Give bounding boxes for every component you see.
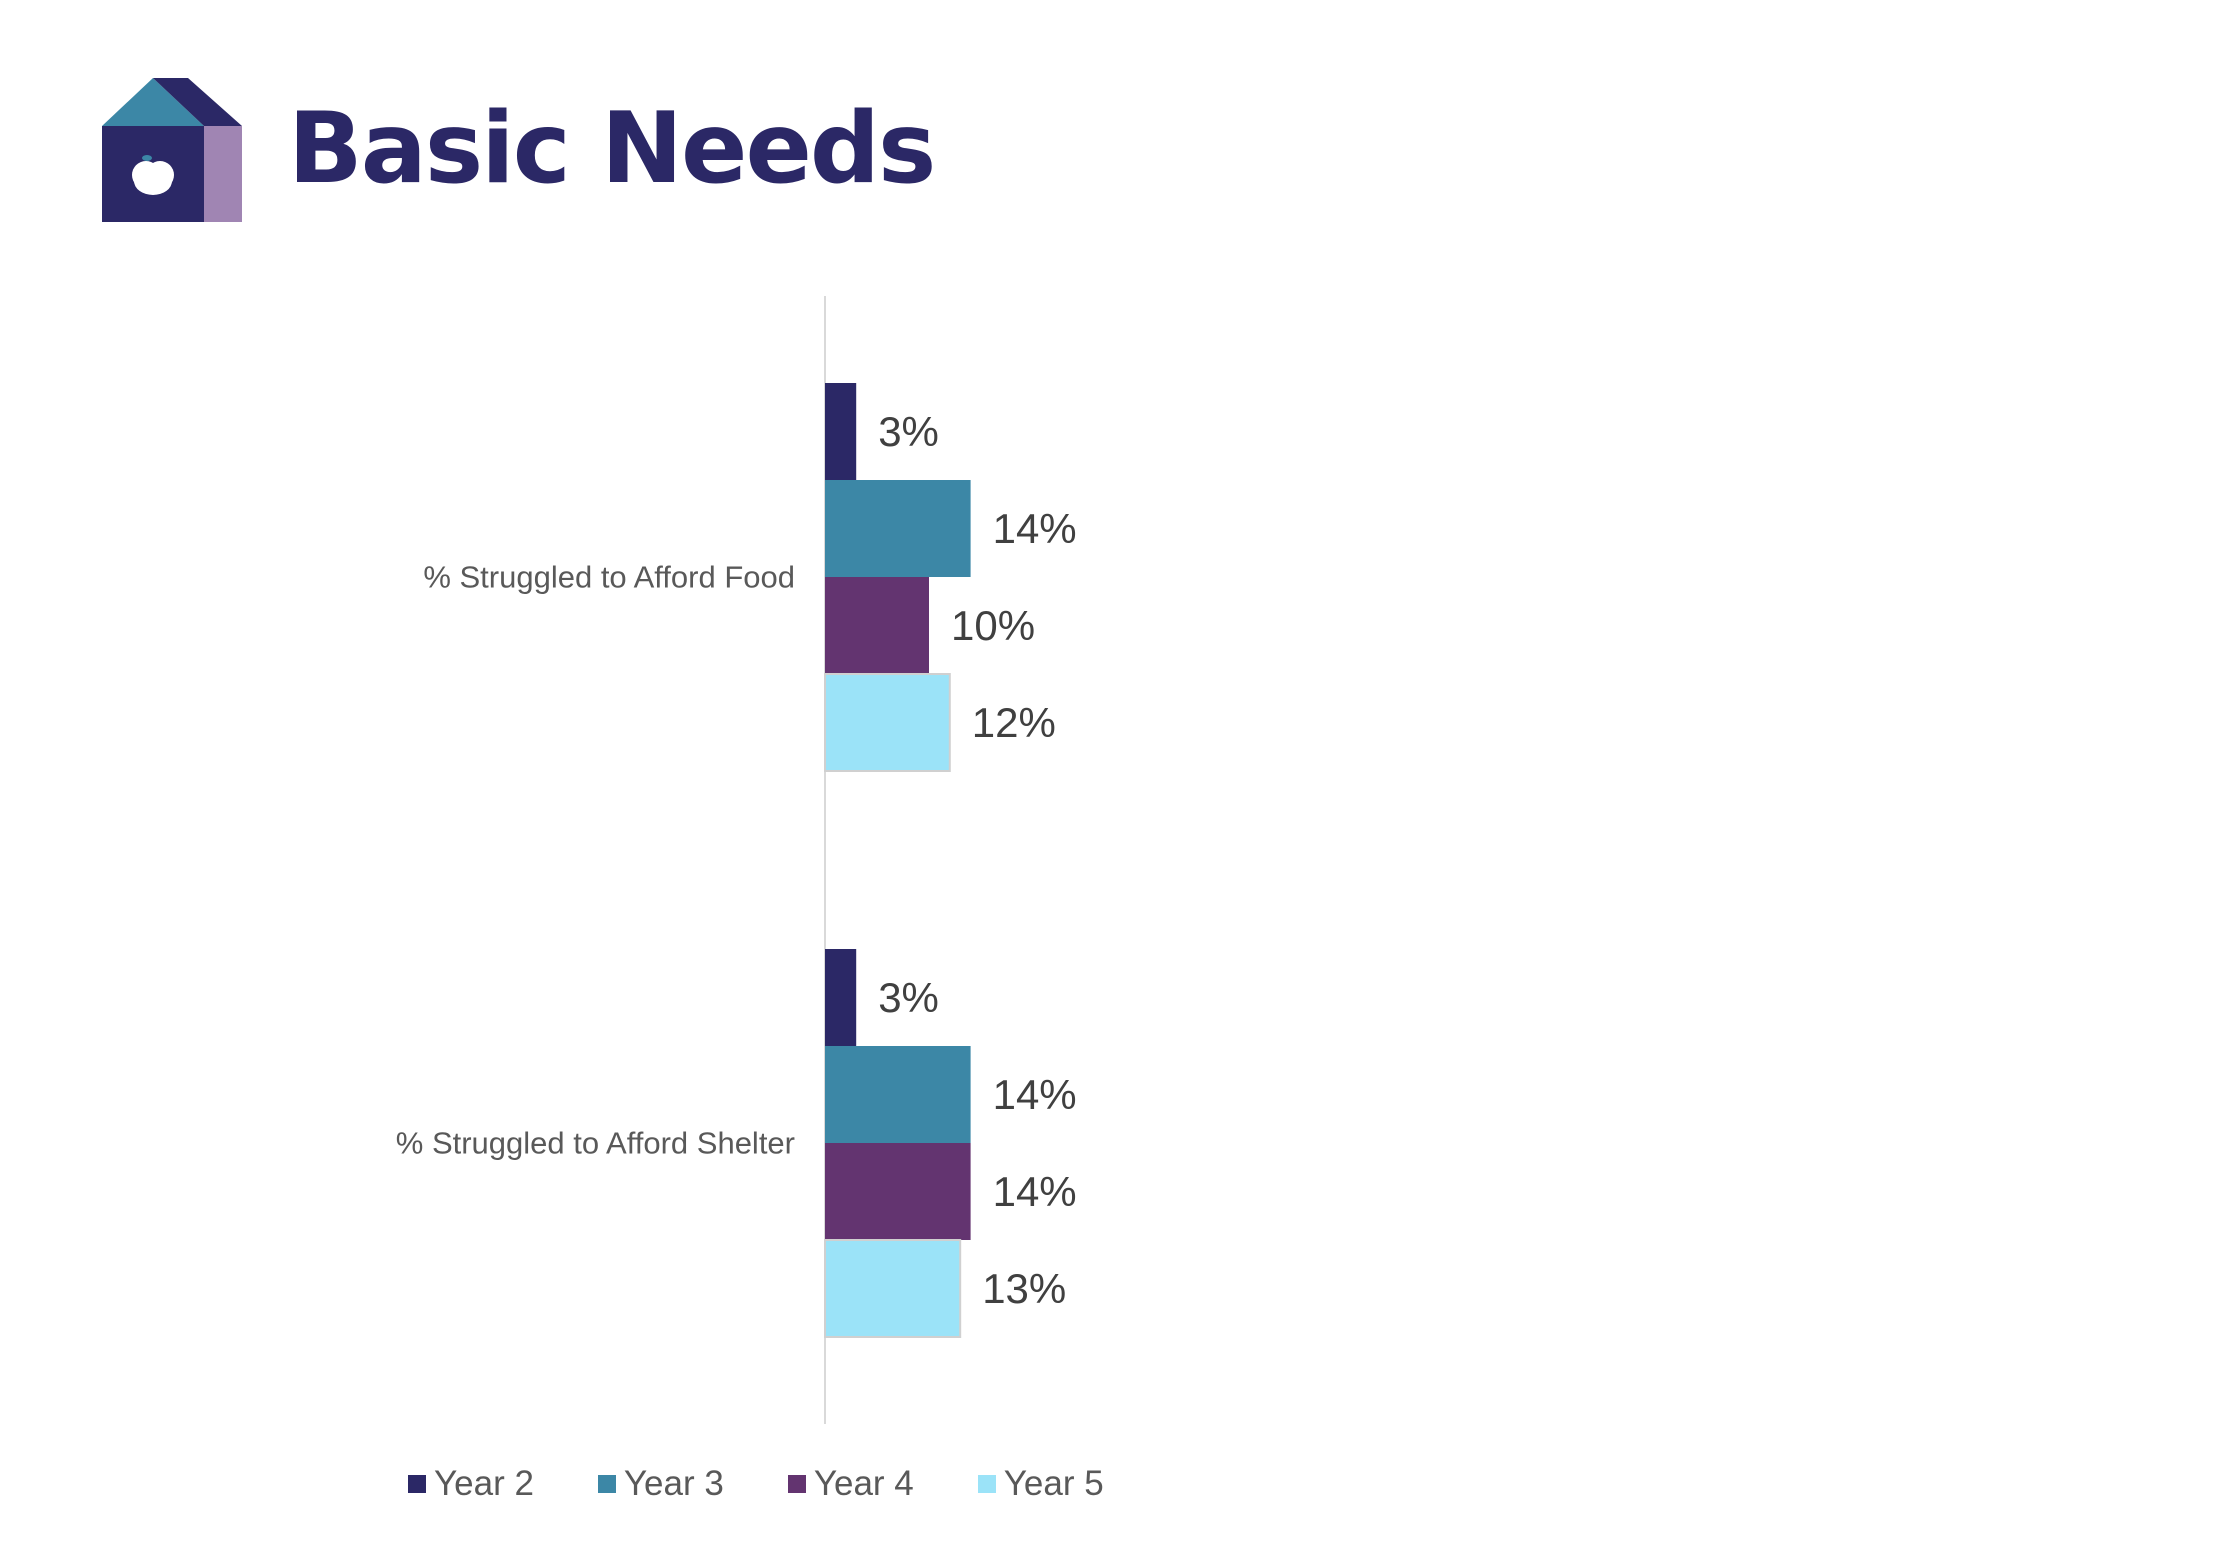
bar-year-4 bbox=[825, 1143, 971, 1240]
bar-year-2 bbox=[825, 949, 857, 1046]
page-title: Basic Needs bbox=[288, 92, 936, 206]
legend-label: Year 5 bbox=[1003, 1464, 1104, 1503]
legend-label: Year 4 bbox=[813, 1464, 914, 1503]
legend-label: Year 3 bbox=[623, 1464, 724, 1503]
bar-year-5 bbox=[824, 673, 951, 772]
data-label: 14% bbox=[993, 1071, 1077, 1118]
data-label: 10% bbox=[951, 602, 1035, 649]
chart-legend: Year 2 Year 3 Year 4 Year 5 bbox=[408, 1464, 1104, 1504]
data-label: 12% bbox=[972, 699, 1056, 746]
page-header: Basic Needs bbox=[102, 76, 936, 222]
legend-item: Year 3 bbox=[597, 1464, 724, 1504]
legend-item: Year 5 bbox=[977, 1464, 1104, 1504]
bar-year-3 bbox=[825, 480, 971, 577]
data-label: 3% bbox=[878, 408, 939, 455]
legend-swatch bbox=[977, 1475, 996, 1493]
legend-swatch bbox=[597, 1475, 616, 1493]
legend-item: Year 4 bbox=[787, 1464, 914, 1504]
bar-year-4 bbox=[825, 577, 929, 674]
bar-year-2 bbox=[825, 383, 857, 480]
house-apple-icon bbox=[102, 78, 242, 222]
data-label: 14% bbox=[993, 1168, 1077, 1215]
bar-year-5 bbox=[824, 1239, 962, 1338]
data-label: 13% bbox=[982, 1265, 1066, 1312]
data-label: 14% bbox=[993, 505, 1077, 552]
category-label: % Struggled to Afford Food bbox=[423, 560, 795, 595]
category-label: % Struggled to Afford Shelter bbox=[396, 1126, 795, 1161]
data-label: 3% bbox=[878, 974, 939, 1021]
legend-swatch bbox=[787, 1475, 806, 1493]
legend-label: Year 2 bbox=[434, 1464, 534, 1503]
legend-swatch bbox=[408, 1475, 426, 1493]
legend-item: Year 2 bbox=[408, 1464, 534, 1504]
bar-year-3 bbox=[825, 1046, 971, 1143]
